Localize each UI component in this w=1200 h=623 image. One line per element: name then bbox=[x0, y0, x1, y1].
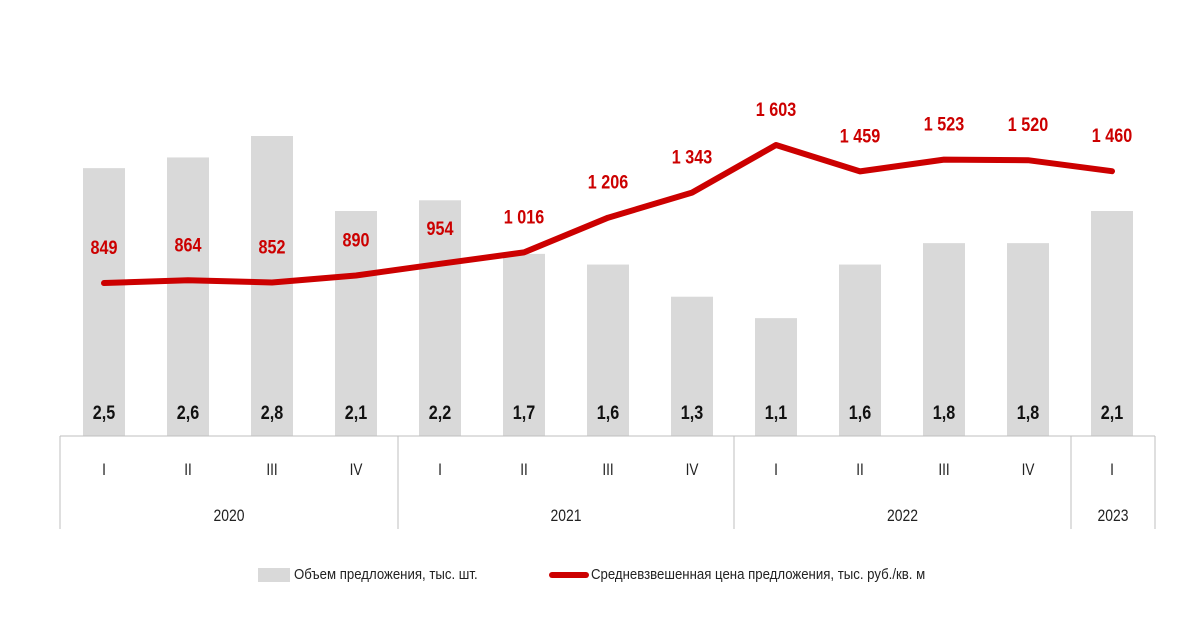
year-label: 2020 bbox=[214, 507, 245, 526]
quarter-label: I bbox=[774, 461, 778, 480]
bar-value-label: 2,2 bbox=[429, 402, 452, 424]
bar bbox=[251, 136, 293, 436]
legend-item-price: Средневзвешенная цена предложения, тыс. … bbox=[548, 566, 971, 583]
bar bbox=[755, 318, 797, 436]
price-value-label: 1 523 bbox=[924, 113, 965, 135]
bar bbox=[839, 264, 881, 436]
price-value-label: 890 bbox=[343, 229, 370, 251]
price-value-label: 1 016 bbox=[504, 206, 545, 228]
bar-value-label: 2,8 bbox=[261, 402, 284, 424]
bar bbox=[923, 243, 965, 436]
quarter-label: I bbox=[438, 461, 442, 480]
legend-item-volume: Объем предложения, тыс. шт. bbox=[258, 566, 503, 583]
bar bbox=[83, 168, 125, 436]
price-value-label: 864 bbox=[175, 234, 202, 256]
price-value-label: 1 206 bbox=[588, 171, 629, 193]
line-series bbox=[101, 142, 1115, 286]
bar-value-label: 1,8 bbox=[933, 402, 956, 424]
year-label: 2023 bbox=[1098, 507, 1129, 526]
quarter-label: III bbox=[602, 461, 613, 480]
quarter-label: III bbox=[938, 461, 949, 480]
bar bbox=[1007, 243, 1049, 436]
bar-value-label: 1,8 bbox=[1017, 402, 1040, 424]
bar-value-label: 1,6 bbox=[849, 402, 872, 424]
quarter-label: II bbox=[856, 461, 864, 480]
bar bbox=[1091, 211, 1133, 436]
year-label: 2022 bbox=[887, 507, 918, 526]
price-value-label: 1 343 bbox=[672, 146, 713, 168]
price-value-label: 1 460 bbox=[1092, 125, 1133, 147]
bar bbox=[503, 253, 545, 436]
price-value-label: 1 603 bbox=[756, 99, 797, 121]
legend-label-price: Средневзвешенная цена предложения, тыс. … bbox=[590, 566, 925, 583]
bar-value-label: 2,6 bbox=[177, 402, 200, 424]
quarter-label: IV bbox=[686, 461, 699, 480]
bar bbox=[167, 157, 209, 436]
legend: Объем предложения, тыс. шт. Средневзвеше… bbox=[258, 566, 1016, 583]
legend-bar-swatch-icon bbox=[258, 567, 290, 582]
bar bbox=[671, 296, 713, 436]
price-value-label: 849 bbox=[91, 237, 118, 259]
bar-value-label: 2,1 bbox=[1101, 402, 1124, 424]
bar-value-label: 2,1 bbox=[345, 402, 368, 424]
quarter-label: II bbox=[184, 461, 192, 480]
bar-value-label: 1,1 bbox=[765, 402, 788, 424]
quarter-label: I bbox=[102, 461, 106, 480]
bar bbox=[587, 264, 629, 436]
quarter-label: II bbox=[520, 461, 528, 480]
bar-value-label: 1,7 bbox=[513, 402, 536, 424]
quarter-label: I bbox=[1110, 461, 1114, 480]
price-line bbox=[101, 142, 1115, 286]
quarter-label: IV bbox=[1022, 461, 1035, 480]
year-label: 2021 bbox=[551, 507, 582, 526]
price-value-label: 1 459 bbox=[840, 125, 881, 147]
bar-value-label: 2,5 bbox=[93, 402, 116, 424]
bar bbox=[419, 200, 461, 436]
quarter-label: III bbox=[266, 461, 277, 480]
bar-value-label: 1,6 bbox=[597, 402, 620, 424]
bar bbox=[335, 211, 377, 436]
data-labels: 2,5 2,6 2,8 2,1 2,2 1,7 1,6 1,3 1,1 1,6 1,8 1,8 2,1 8… bbox=[91, 99, 1133, 424]
bar-value-label: 1,3 bbox=[681, 402, 704, 424]
legend-label-volume: Объем предложения, тыс. шт. bbox=[294, 566, 478, 583]
bar-series bbox=[83, 136, 1133, 436]
price-value-label: 852 bbox=[259, 236, 286, 258]
legend-line-swatch-icon bbox=[548, 571, 589, 578]
price-value-label: 954 bbox=[427, 218, 454, 240]
price-value-label: 1 520 bbox=[1008, 114, 1049, 136]
quarter-label: IV bbox=[350, 461, 363, 480]
